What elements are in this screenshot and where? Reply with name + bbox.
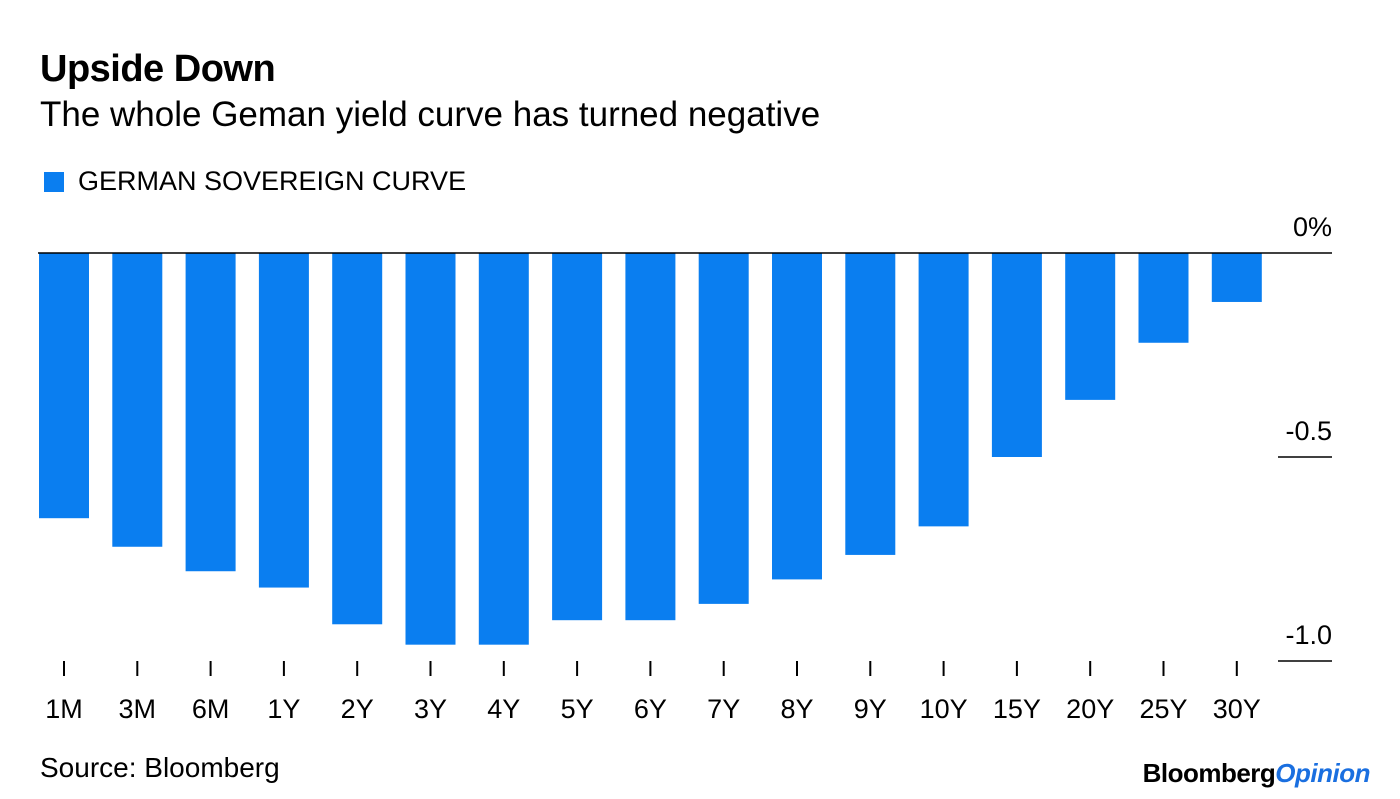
source-note: Source: Bloomberg xyxy=(40,752,280,783)
bar-1Y xyxy=(258,253,309,588)
x-tick-label-1Y: 1Y xyxy=(267,694,300,724)
brand-logo-part2: Opinion xyxy=(1275,758,1370,788)
legend-label: GERMAN SOVEREIGN CURVE xyxy=(78,166,467,196)
bar-7Y xyxy=(698,253,749,604)
x-tick-label-6M: 6M xyxy=(192,694,230,724)
x-tick-label-20Y: 20Y xyxy=(1066,694,1114,724)
legend: GERMAN SOVEREIGN CURVE xyxy=(44,166,466,197)
x-tick-label-15Y: 15Y xyxy=(993,694,1041,724)
x-tick-label-2Y: 2Y xyxy=(341,694,374,724)
bar-5Y xyxy=(552,253,603,621)
brand-logo: BloombergOpinion xyxy=(1142,758,1371,789)
x-tick-label-30Y: 30Y xyxy=(1213,694,1261,724)
y-tick-label-0%: 0% xyxy=(1293,212,1332,242)
bar-4Y xyxy=(478,253,529,645)
bar-6M xyxy=(185,253,236,572)
x-tick-label-9Y: 9Y xyxy=(854,694,887,724)
bar-2Y xyxy=(332,253,383,625)
x-tick-label-10Y: 10Y xyxy=(920,694,968,724)
y-tick-label--0.5: -0.5 xyxy=(1285,416,1332,446)
bar-3M xyxy=(112,253,163,547)
x-tick-label-3M: 3M xyxy=(119,694,157,724)
bar-3Y xyxy=(405,253,456,645)
bar-1M xyxy=(39,253,89,519)
x-tick-label-7Y: 7Y xyxy=(707,694,740,724)
bar-15Y xyxy=(991,253,1042,457)
bar-6Y xyxy=(625,253,676,621)
x-tick-label-8Y: 8Y xyxy=(780,694,813,724)
bar-8Y xyxy=(772,253,822,580)
bar-30Y xyxy=(1211,253,1262,302)
bar-20Y xyxy=(1065,253,1116,400)
y-tick-label--1.0: -1.0 xyxy=(1285,620,1332,650)
x-tick-label-5Y: 5Y xyxy=(561,694,594,724)
x-tick-label-25Y: 25Y xyxy=(1139,694,1187,724)
bar-25Y xyxy=(1138,253,1189,343)
x-tick-label-1M: 1M xyxy=(45,694,83,724)
chart-subtitle: The whole Geman yield curve has turned n… xyxy=(40,95,821,134)
legend-swatch xyxy=(44,171,64,192)
x-tick-label-3Y: 3Y xyxy=(414,694,447,724)
bar-10Y xyxy=(918,253,969,527)
bar-9Y xyxy=(845,253,896,555)
x-tick-label-6Y: 6Y xyxy=(634,694,667,724)
x-tick-label-4Y: 4Y xyxy=(487,694,520,724)
chart-title: Upside Down xyxy=(40,48,276,90)
brand-logo-part1: Bloomberg xyxy=(1142,758,1276,788)
